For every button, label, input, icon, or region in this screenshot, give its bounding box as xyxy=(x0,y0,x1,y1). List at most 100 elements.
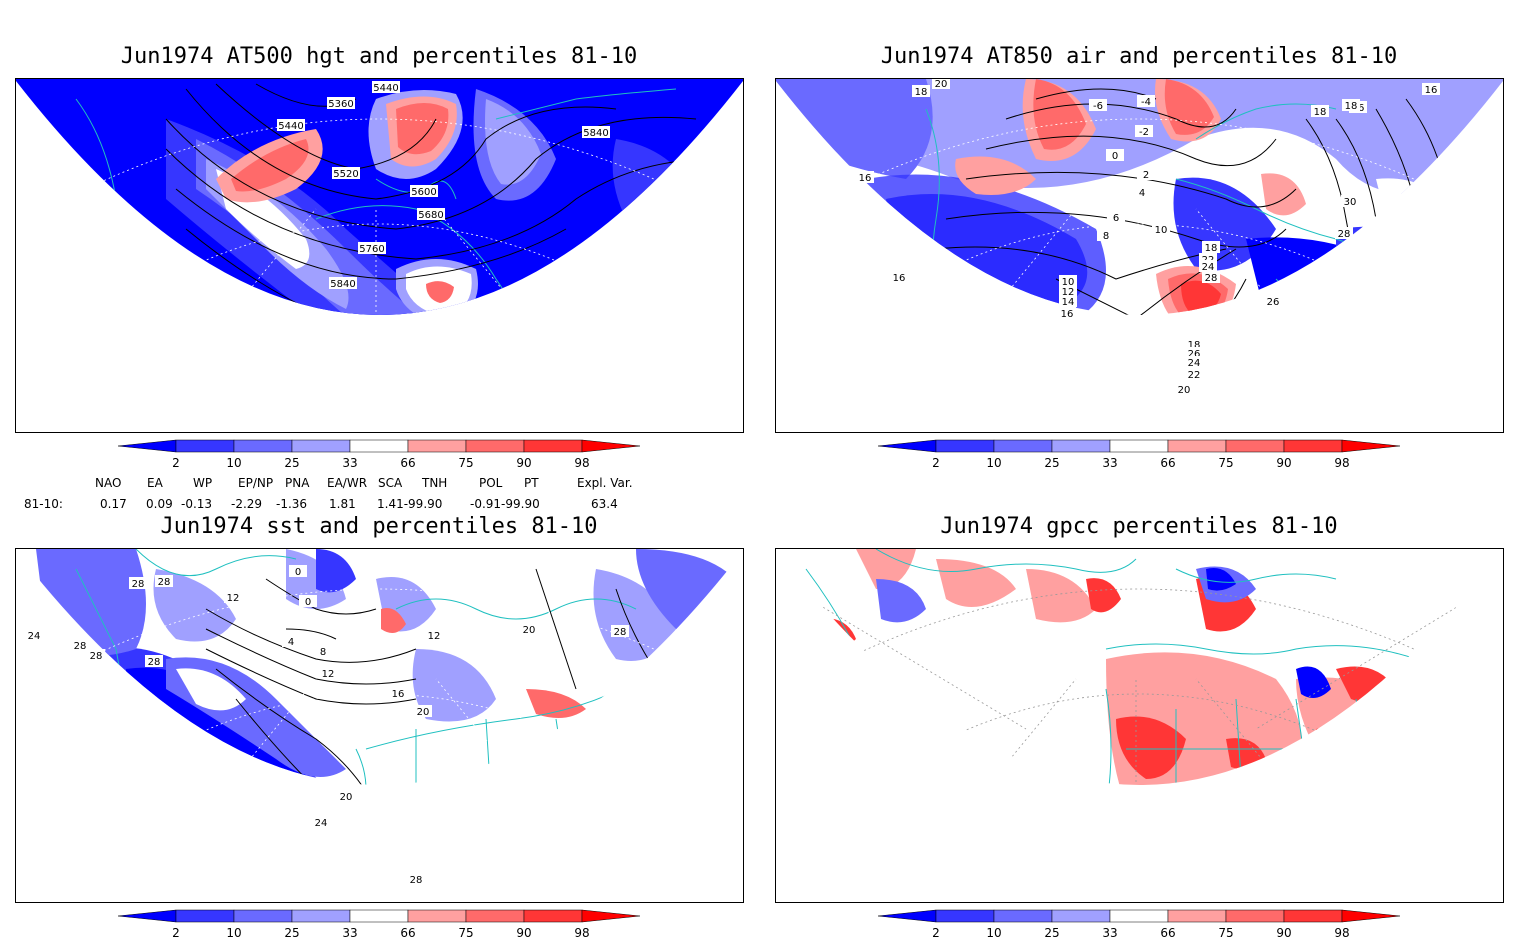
colorbar-tick-label: 25 xyxy=(1044,456,1059,470)
colorbar-tick-label: 25 xyxy=(284,456,299,470)
contour-label: 24 xyxy=(28,631,41,642)
colorbar-tick-label: 90 xyxy=(1276,456,1291,470)
contour-label: 28 xyxy=(74,641,87,652)
colorbar-swatch xyxy=(1167,909,1227,923)
colorbar-swatch xyxy=(291,909,351,923)
colorbar-tick-label: 2 xyxy=(932,456,940,470)
panel-title-air: Jun1974 AT850 air and percentiles 81-10 xyxy=(880,44,1398,69)
colorbar-tick-label: 75 xyxy=(1218,926,1233,940)
index-header-ea: EA xyxy=(147,476,163,490)
contour-label: 28 xyxy=(90,651,103,662)
index-header-pt: PT xyxy=(524,476,539,490)
contour-label: 5440 xyxy=(373,83,398,94)
colorbar-swatch xyxy=(175,909,235,923)
contour-label: 28 xyxy=(1338,229,1351,240)
index-value-nao: 0.17 xyxy=(100,497,127,511)
index-header-expl-var: Expl. Var. xyxy=(577,476,633,490)
contour-label: 28 xyxy=(148,657,161,668)
contour-label: 5840 xyxy=(330,279,355,290)
index-value-wp: -0.13 xyxy=(181,497,213,511)
colorbar-tick-label: 10 xyxy=(986,456,1001,470)
colorbar-swatch xyxy=(1167,439,1227,453)
colorbar-tick-label: 98 xyxy=(574,456,589,470)
colorbar-swatch xyxy=(465,909,525,923)
contour-label: 5440 xyxy=(278,121,303,132)
colorbar-swatch xyxy=(1225,909,1285,923)
contour-label: 2 xyxy=(1143,170,1149,181)
index-header-tnh: TNH xyxy=(422,476,448,490)
index-header-sca: SCA xyxy=(378,476,403,490)
colorbar-swatch xyxy=(407,439,467,453)
colorbar-swatch xyxy=(233,439,293,453)
contour-label: 28 xyxy=(614,627,627,638)
index-value-eawr: 1.81 xyxy=(329,497,356,511)
colorbar-tick-label: 90 xyxy=(1276,926,1291,940)
contour-label: 18 xyxy=(1205,243,1218,254)
contour-label: 4 xyxy=(288,637,294,648)
map-panel-sst: 28 28 28 28 28 12 0 0 4 8 12 12 16 20 20… xyxy=(15,548,744,903)
index-header-epnp: EP/NP xyxy=(238,476,274,490)
panel-title-hgt: Jun1974 AT500 hgt and percentiles 81-10 xyxy=(120,44,638,69)
contour-label: 4 xyxy=(1139,188,1145,199)
colorbar-tick-label: 25 xyxy=(1044,926,1059,940)
contour-label: 22 xyxy=(1188,370,1201,381)
contour-label: 12 xyxy=(428,631,441,642)
index-value-pna: -1.36 xyxy=(276,497,308,511)
colorbar-tick-label: 75 xyxy=(458,456,473,470)
colorbar-arrow-low xyxy=(877,909,937,923)
colorbar-tick-label: 10 xyxy=(986,926,1001,940)
contour-label: 26 xyxy=(1267,297,1280,308)
colorbar-swatch xyxy=(1283,909,1343,923)
contour-label: 18 xyxy=(915,87,928,98)
colorbar-tick-label: 75 xyxy=(458,926,473,940)
index-value-sca-tnh: 1.41-99.90 xyxy=(377,497,443,511)
contour-label: 28 xyxy=(158,577,171,588)
colorbar-arrow-high xyxy=(1341,909,1401,923)
contour-label: 6 xyxy=(1113,213,1119,224)
contour-label: 5840 xyxy=(583,128,608,139)
contour-label: 0 xyxy=(305,597,311,608)
contour-label: 18 xyxy=(1345,101,1358,112)
contour-label: 16 xyxy=(1425,85,1438,96)
contour-label: 5600 xyxy=(411,187,436,198)
colorbar-swatch xyxy=(935,909,995,923)
colorbar-hgt: 2 10 25 33 66 75 90 98 xyxy=(117,439,648,470)
colorbar-tick-label: 10 xyxy=(226,456,241,470)
contour-label: 18 xyxy=(1188,340,1201,351)
contour-label: 0 xyxy=(295,567,301,578)
index-header-nao: NAO xyxy=(95,476,122,490)
index-header-eawr: EA/WR xyxy=(327,476,368,490)
colorbar-swatch xyxy=(1109,909,1169,923)
colorbar-swatch xyxy=(1051,909,1111,923)
contour-label: 20 xyxy=(935,79,948,90)
contour-label: 8 xyxy=(1103,231,1109,242)
contour-label: 5520 xyxy=(333,169,358,180)
contour-label: 28 xyxy=(1205,273,1218,284)
colorbar-swatch xyxy=(349,909,409,923)
colorbar-tick-label: 25 xyxy=(284,926,299,940)
colorbar-swatch xyxy=(1109,439,1169,453)
colorbar-tick-label: 98 xyxy=(1334,926,1349,940)
contour-label: 24 xyxy=(1188,358,1201,369)
index-header-pna: PNA xyxy=(285,476,310,490)
index-value-epnp: -2.29 xyxy=(231,497,263,511)
colorbar-swatch xyxy=(523,439,583,453)
contour-label: 8 xyxy=(320,647,326,658)
colorbar-tick-label: 66 xyxy=(1160,926,1175,940)
contour-label: 28 xyxy=(132,579,145,590)
colorbar-tick-label: 66 xyxy=(400,456,415,470)
colorbar-swatch xyxy=(465,439,525,453)
colorbar-swatch xyxy=(523,909,583,923)
colorbar-tick-label: 33 xyxy=(342,926,357,940)
contour-label: 16 xyxy=(1061,309,1074,320)
colorbar-swatch xyxy=(349,439,409,453)
colorbar-arrow-high xyxy=(1341,439,1401,453)
colorbar-gpcc: 2 10 25 33 66 75 90 98 xyxy=(877,909,1408,940)
colorbar-swatch xyxy=(1225,439,1285,453)
contour-label: -2 xyxy=(1139,127,1149,138)
colorbar-tick-label: 33 xyxy=(1102,456,1117,470)
contour-label: 26 xyxy=(1188,349,1201,360)
colorbar-arrow-low xyxy=(877,439,937,453)
contour-label: 16 xyxy=(893,273,906,284)
map-panel-air850: 20 18 -6 -4 -2 0 2 4 6 8 10 18 22 24 28 … xyxy=(775,78,1504,433)
